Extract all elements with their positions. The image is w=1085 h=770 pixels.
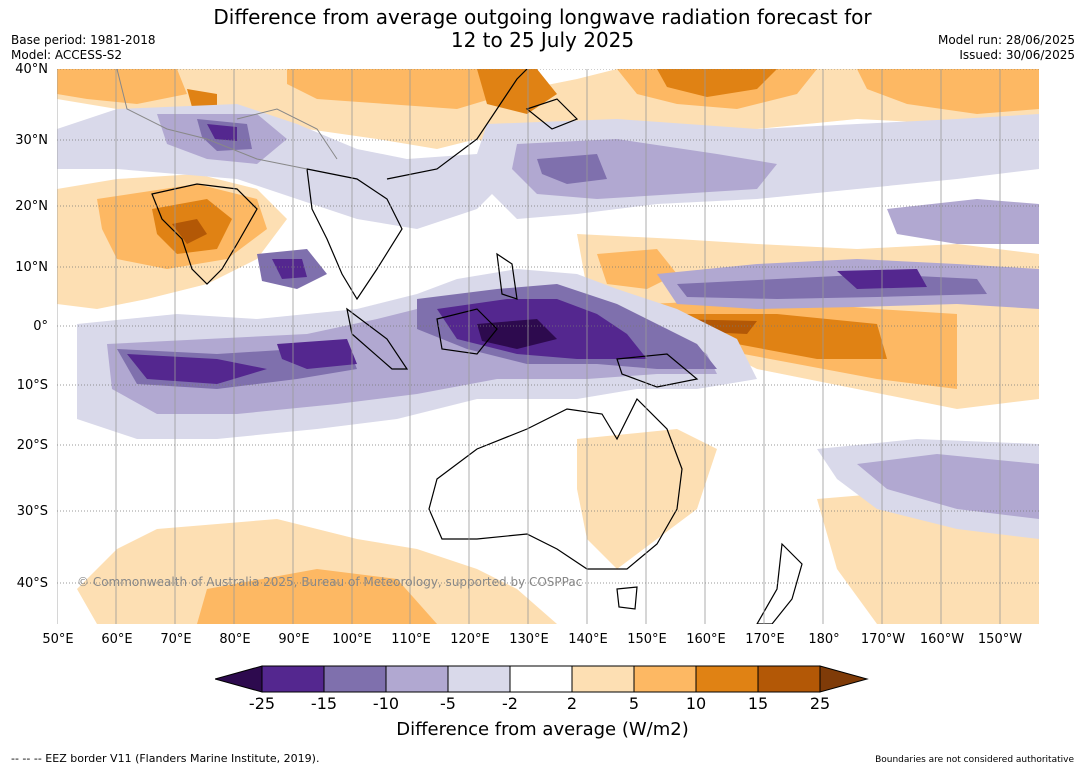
colorbar-low-arrow bbox=[215, 665, 263, 693]
colorbar bbox=[215, 665, 869, 693]
positive-anomaly-india bbox=[57, 174, 287, 309]
eez-border-note: -- -- -- EEZ border V11 (Flanders Marine… bbox=[11, 752, 320, 765]
lon-label-80e: 80°E bbox=[219, 632, 251, 647]
meridians bbox=[57, 69, 1001, 624]
se-asia-coast bbox=[306, 168, 403, 301]
lon-label-140e: 140°E bbox=[568, 632, 608, 647]
borneo-coast bbox=[436, 308, 498, 355]
philippines-coast bbox=[496, 252, 518, 300]
lon-label-160w: 160°W bbox=[919, 632, 965, 647]
lon-label-130e: 130°E bbox=[509, 632, 549, 647]
lat-label-equator: 0° bbox=[33, 319, 48, 334]
colorbar-tick: -10 bbox=[372, 694, 400, 713]
lat-label-20n: 20°N bbox=[15, 199, 48, 214]
colorbar-tick: -5 bbox=[440, 694, 456, 713]
colorbar-swatch bbox=[323, 665, 387, 693]
positive-anomaly-north bbox=[57, 69, 1039, 154]
lon-label-170w: 170°W bbox=[860, 632, 906, 647]
map-canvas bbox=[57, 69, 1039, 624]
lat-label-10n: 10°N bbox=[15, 260, 48, 275]
australia-coast bbox=[428, 397, 683, 570]
colorbar-tick: -2 bbox=[502, 694, 518, 713]
colorbar-tick: 15 bbox=[747, 694, 769, 713]
lon-label-150e: 150°E bbox=[627, 632, 667, 647]
model-name: Model: ACCESS-S2 bbox=[11, 48, 123, 62]
boundaries-disclaimer: Boundaries are not considered authoritat… bbox=[875, 755, 1074, 765]
colorbar-tick: 2 bbox=[566, 694, 578, 713]
lon-label-60e: 60°E bbox=[101, 632, 133, 647]
lon-label-70e: 70°E bbox=[160, 632, 192, 647]
colorbar-swatch bbox=[447, 665, 511, 693]
model-run: Model run: 28/06/2025 bbox=[937, 33, 1075, 47]
positive-anomaly-south bbox=[77, 429, 1039, 624]
issued-date: Issued: 30/06/2025 bbox=[959, 48, 1075, 62]
lat-label-30s: 30°S bbox=[16, 504, 48, 519]
map-title-line2: 12 to 25 July 2025 bbox=[450, 28, 635, 52]
lon-label-170e: 170°E bbox=[745, 632, 785, 647]
copyright-notice: © Commonwealth of Australia 2025, Bureau… bbox=[77, 575, 583, 589]
country-borders bbox=[116, 69, 338, 170]
lon-label-160e: 160°E bbox=[686, 632, 726, 647]
nz-coast bbox=[756, 542, 803, 624]
png-coast bbox=[616, 353, 699, 388]
colorbar-tick: 10 bbox=[685, 694, 707, 713]
colorbar-tick: -15 bbox=[310, 694, 338, 713]
japan-coast bbox=[525, 98, 579, 130]
colorbar-swatch bbox=[757, 665, 821, 693]
lat-label-30n: 30°N bbox=[15, 133, 48, 148]
colorbar-high-arrow bbox=[819, 665, 869, 693]
lat-label-40n: 40°N bbox=[15, 62, 48, 77]
colorbar-swatch bbox=[633, 665, 697, 693]
colorbar-swatch bbox=[509, 665, 573, 693]
sumatra-coast bbox=[346, 307, 409, 370]
colorbar-title: Difference from average (W/m2) bbox=[396, 719, 689, 740]
lon-label-180: 180° bbox=[808, 632, 840, 647]
olr-anomaly-map bbox=[57, 69, 1039, 624]
base-period: Base period: 1981-2018 bbox=[11, 33, 156, 47]
tasmania-coast bbox=[616, 586, 638, 610]
colorbar-tick: 25 bbox=[809, 694, 831, 713]
lon-label-50e: 50°E bbox=[42, 632, 74, 647]
map-title-line1: Difference from average outgoing longwav… bbox=[213, 5, 872, 29]
colorbar-tick: 5 bbox=[628, 694, 640, 713]
lon-label-110e: 110°E bbox=[391, 632, 431, 647]
lon-label-150w: 150°W bbox=[977, 632, 1023, 647]
lat-label-40s: 40°S bbox=[16, 576, 48, 591]
lat-label-20s: 20°S bbox=[16, 438, 48, 453]
china-coast bbox=[386, 69, 528, 180]
negative-anomaly-asia bbox=[57, 104, 1039, 244]
colorbar-swatch bbox=[695, 665, 759, 693]
lon-label-100e: 100°E bbox=[332, 632, 372, 647]
lon-label-90e: 90°E bbox=[278, 632, 310, 647]
colorbar-swatch bbox=[571, 665, 635, 693]
lat-label-10s: 10°S bbox=[16, 378, 48, 393]
colorbar-swatch bbox=[261, 665, 325, 693]
colorbar-swatch bbox=[385, 665, 449, 693]
colorbar-tick: -25 bbox=[248, 694, 276, 713]
lon-label-120e: 120°E bbox=[450, 632, 490, 647]
